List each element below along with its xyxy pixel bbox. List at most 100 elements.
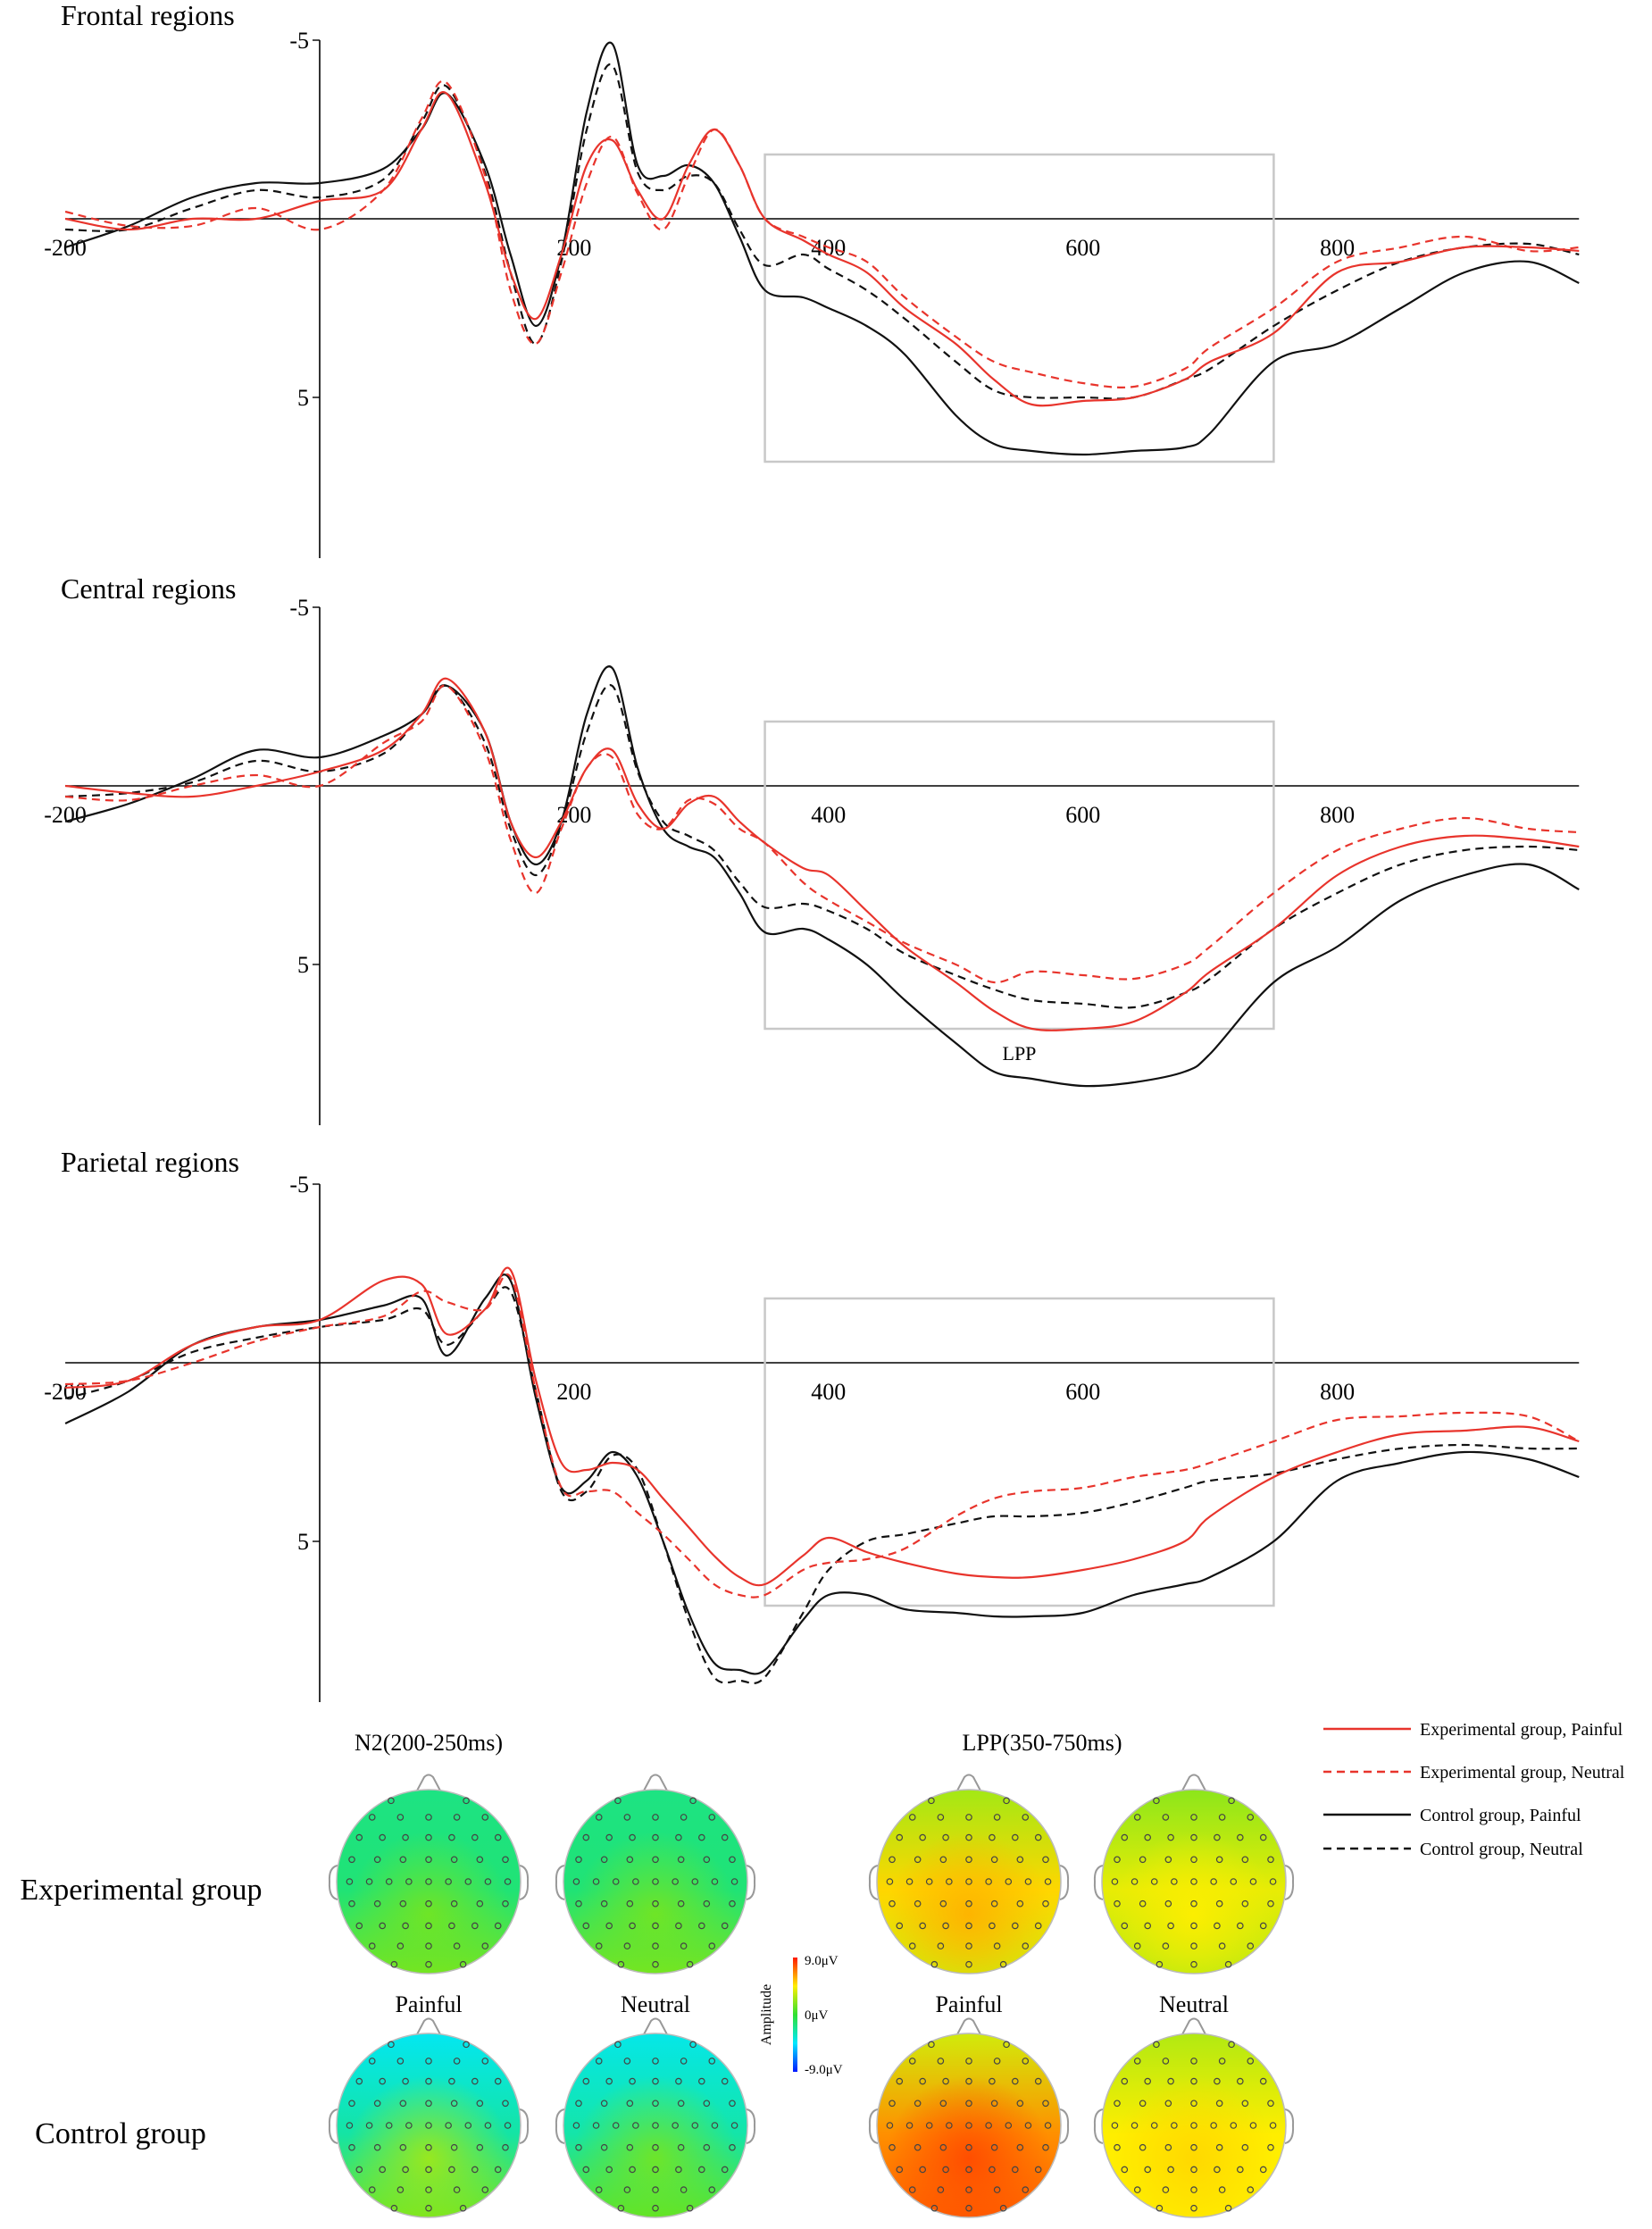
electrode	[721, 1833, 729, 1841]
legend-label: Experimental group, Neutral	[1420, 1763, 1625, 1782]
electrode	[425, 1899, 432, 1908]
electrode	[379, 2166, 386, 2174]
electrode	[348, 2143, 355, 2151]
electrode	[1162, 1942, 1170, 1949]
electrode	[1042, 1899, 1049, 1908]
colorbar-title: Amplitude	[759, 1984, 774, 2045]
electrode	[484, 2122, 492, 2129]
electrode	[1042, 1856, 1049, 1864]
electrode	[1042, 2143, 1049, 2151]
electrode	[425, 2122, 432, 2129]
electrode	[965, 1833, 972, 1841]
electrode	[346, 1878, 354, 1885]
electrode	[677, 1856, 685, 1864]
y-tick-label: -5	[289, 28, 309, 54]
right-ear-outline	[1284, 1865, 1295, 1900]
electrode	[965, 2122, 972, 2129]
scalp-outline	[1101, 1789, 1287, 1974]
scalp-outline	[1101, 2033, 1287, 2218]
x-tick-label: 800	[1320, 1379, 1355, 1405]
topo-row-label: Experimental group	[21, 1874, 263, 1907]
electrode	[629, 2166, 636, 2174]
electrode	[379, 1922, 386, 1930]
electrode	[355, 2166, 363, 2174]
electrode	[471, 2077, 479, 2085]
electrode	[1034, 1833, 1042, 1841]
electrode	[1114, 2100, 1121, 2108]
electrode	[459, 1960, 467, 1968]
electrode	[595, 1814, 603, 1821]
topo-col-label: Neutral	[621, 1991, 690, 2017]
right-ear-outline	[1059, 2108, 1070, 2144]
electrode	[1139, 1899, 1147, 1908]
right-ear-outline	[519, 2108, 530, 2144]
electrode	[1218, 1814, 1226, 1821]
electrode	[595, 2058, 603, 2065]
electrode	[1022, 2058, 1030, 2065]
electrode	[1114, 1899, 1121, 1908]
electrode	[652, 1899, 659, 1908]
electrode	[677, 2143, 685, 2151]
electrode	[1139, 2143, 1147, 2151]
electrode	[425, 1942, 432, 1949]
electrode	[686, 2204, 694, 2212]
y-tick-label: -5	[289, 1172, 309, 1198]
electrode	[691, 1878, 699, 1885]
electrode	[965, 2204, 972, 2212]
right-ear-outline	[746, 1865, 756, 1900]
electrode	[652, 2058, 659, 2065]
electrode	[672, 2122, 679, 2129]
electrode	[600, 2143, 608, 2151]
electrode	[1190, 1960, 1197, 1968]
electrode	[572, 2122, 580, 2129]
electrode	[1164, 1856, 1172, 1864]
electrode	[652, 2122, 659, 2129]
electrode	[708, 2058, 716, 2065]
electrode	[453, 1814, 461, 1821]
electrode	[575, 1856, 582, 1864]
electrode	[1131, 2122, 1139, 2129]
electrode	[385, 2122, 393, 2129]
electrode	[425, 2186, 432, 2193]
electrode	[721, 2166, 729, 2174]
electrode	[355, 1833, 363, 1841]
electrode	[629, 2077, 636, 2085]
electrode	[425, 1922, 432, 1930]
scalp-outline	[876, 2033, 1062, 2218]
left-ear-outline	[1093, 1865, 1104, 1900]
electrode	[652, 1856, 659, 1864]
electrode	[445, 1878, 452, 1885]
electrode	[450, 1899, 458, 1908]
electrode	[504, 2122, 512, 2129]
electrode	[905, 1878, 914, 1885]
electrode	[1012, 1833, 1019, 1841]
nose-outline	[415, 1774, 442, 1793]
electrode	[914, 2100, 922, 2108]
electrode	[652, 2186, 659, 2193]
electrode	[623, 1814, 631, 1821]
electrode	[481, 1814, 489, 1821]
electrode	[632, 1878, 639, 1885]
electrode	[919, 2077, 926, 2085]
electrode	[1267, 1899, 1274, 1908]
electrode	[1230, 1878, 1238, 1885]
electrode	[691, 2122, 699, 2129]
electrode	[605, 1833, 613, 1841]
electrode	[1241, 2100, 1249, 2108]
topo-col-label: Painful	[935, 1991, 1002, 2017]
electrode	[425, 2077, 432, 2085]
electrode	[686, 1960, 694, 1968]
electrode	[1167, 1833, 1174, 1841]
electrode	[1190, 1878, 1197, 1885]
electrode	[1190, 2077, 1197, 2085]
electrode	[1247, 1942, 1255, 1949]
electrode	[1114, 2143, 1121, 2151]
electrode	[388, 1797, 395, 1805]
electrode	[600, 1856, 608, 1864]
electrode	[930, 2204, 939, 2212]
topo-col-label: Painful	[395, 1991, 462, 2017]
left-ear-outline	[555, 2108, 565, 2144]
central-panel: Central regions -5 5 -200 200 400 600 800 LPP	[44, 572, 1580, 1125]
electrode	[652, 1814, 659, 1821]
